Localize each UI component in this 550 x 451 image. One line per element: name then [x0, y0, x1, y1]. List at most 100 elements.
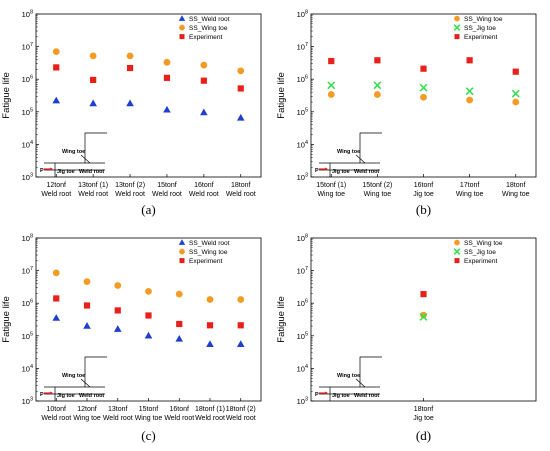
data-point [206, 296, 214, 303]
data-point [200, 108, 208, 116]
wing-plate-line [84, 132, 107, 163]
x-tick-label: 17tonf [460, 182, 480, 189]
x-tick-label: 15tonf [157, 182, 177, 189]
wing-plate-line [359, 132, 382, 163]
data-point [206, 340, 214, 347]
jig-toe-label: Jig toe [332, 393, 350, 399]
data-point [52, 269, 60, 277]
data-point [145, 288, 152, 295]
y-tick-label: 108 [22, 10, 33, 20]
x-tick-sublabel: Wing toe [135, 415, 163, 422]
data-point [52, 48, 60, 56]
y-tick-label: 106 [297, 299, 308, 309]
x-tick-sublabel: Wing toe [73, 415, 101, 422]
y-tick-label: 104 [297, 364, 308, 374]
data-point [200, 77, 207, 84]
data-point [144, 331, 153, 339]
y-tick-label: 104 [297, 140, 308, 150]
legend-marker [179, 34, 185, 40]
data-point [328, 57, 335, 65]
data-point [374, 57, 381, 64]
x-tick-label: 12tonf [77, 406, 97, 413]
legend-marker [178, 239, 186, 245]
x-tick-sublabel: Weld root [115, 191, 145, 198]
legend-marker [178, 15, 186, 21]
data-point [420, 291, 427, 298]
y-axis-label: Fatigue life [1, 72, 12, 118]
y-tick-label: 108 [22, 234, 33, 244]
data-point [176, 320, 183, 328]
legend-label: SS_Weld root [189, 16, 230, 23]
data-point-stroke-b [465, 87, 474, 96]
legend-marker [453, 24, 461, 31]
panel-caption: (a) [141, 202, 155, 217]
data-point [236, 340, 245, 347]
data-point-stroke-b [419, 312, 428, 321]
y-tick-label: 103 [297, 397, 308, 407]
weld-root-label: Weld root [79, 393, 104, 399]
legend: SS_Weld root SS_Wing toe Experiment [178, 239, 230, 265]
data-point [419, 83, 428, 92]
legend-marker [453, 248, 461, 255]
wing-toe-label: Wing toe [62, 373, 85, 379]
x-tick-sublabel: Weld root [103, 415, 133, 422]
legend-label: Experiment [189, 34, 223, 41]
x-tick-label: 16tonf [170, 406, 190, 413]
x-tick-sublabel: Weld root [41, 191, 71, 198]
x-tick-label: 15tonf (1) [316, 182, 346, 189]
x-tick-label: 18tonf (2) [226, 406, 256, 413]
data-point [52, 96, 61, 104]
data-point [126, 99, 134, 107]
x-tick-label: 13tonf [108, 406, 128, 413]
data-point [420, 93, 427, 101]
joint-sketch: P Wing toe Jig toe Weld root [315, 356, 382, 401]
x-tick-sublabel: Weld root [152, 191, 182, 198]
data-point [163, 58, 171, 66]
data-point [113, 325, 122, 332]
load-label: P [40, 168, 44, 174]
data-point [90, 76, 97, 84]
legend: SS_Weld root SS_Wing toe Experiment [178, 15, 230, 41]
legend-label: SS_Jig toe [464, 249, 496, 256]
data-point [237, 67, 245, 75]
wing-toe-label: Wing toe [337, 149, 360, 155]
x-tick-label: 18tonf (1) [195, 406, 225, 413]
x-tick-label: 16tonf [194, 182, 214, 189]
x-tick-sublabel: Weld root [189, 191, 219, 198]
y-tick-label: 108 [297, 234, 308, 244]
y-tick-label: 106 [297, 75, 308, 85]
weld-root-label: Weld root [354, 169, 379, 175]
y-tick-label: 104 [22, 364, 33, 374]
weld-line [355, 378, 366, 388]
data-point [126, 52, 134, 60]
data-point [466, 57, 473, 64]
x-tick-label: 15tonf (2) [362, 182, 392, 189]
legend: SS_Wing toe SS_Jig toe Experiment [453, 15, 503, 41]
x-tick-sublabel: Weld root [164, 415, 194, 422]
y-tick-label: 103 [297, 173, 308, 183]
legend-marker-stroke-b [453, 248, 461, 255]
x-tick-label: 13tonf (1) [78, 182, 108, 189]
y-tick-label: 104 [22, 140, 33, 150]
x-tick-sublabel: Jig toe [413, 191, 434, 198]
legend-label: SS_Wing toe [189, 249, 228, 256]
chart-panel: 103 104 105 106 107 108 Fatigue life 15tonf (1)… [276, 10, 537, 217]
weld-line [80, 154, 91, 164]
legend-marker [454, 239, 460, 246]
load-label: P [315, 168, 319, 174]
data-point [83, 302, 91, 309]
y-tick-label: 107 [22, 266, 33, 276]
y-tick-label: 107 [22, 42, 33, 52]
plot-frame [35, 13, 262, 178]
legend-marker [454, 34, 460, 40]
jig-toe-label: Jig toe [332, 169, 350, 175]
x-tick-sublabel: Weld root [41, 415, 71, 422]
data-point [206, 322, 214, 329]
legend-marker [179, 258, 185, 264]
weld-line [80, 378, 91, 388]
data-point [419, 312, 428, 321]
legend-marker-stroke-b [453, 24, 461, 31]
x-tick-sublabel: Weld root [195, 415, 225, 422]
data-point [236, 113, 245, 121]
data-point-stroke-b [511, 89, 520, 98]
